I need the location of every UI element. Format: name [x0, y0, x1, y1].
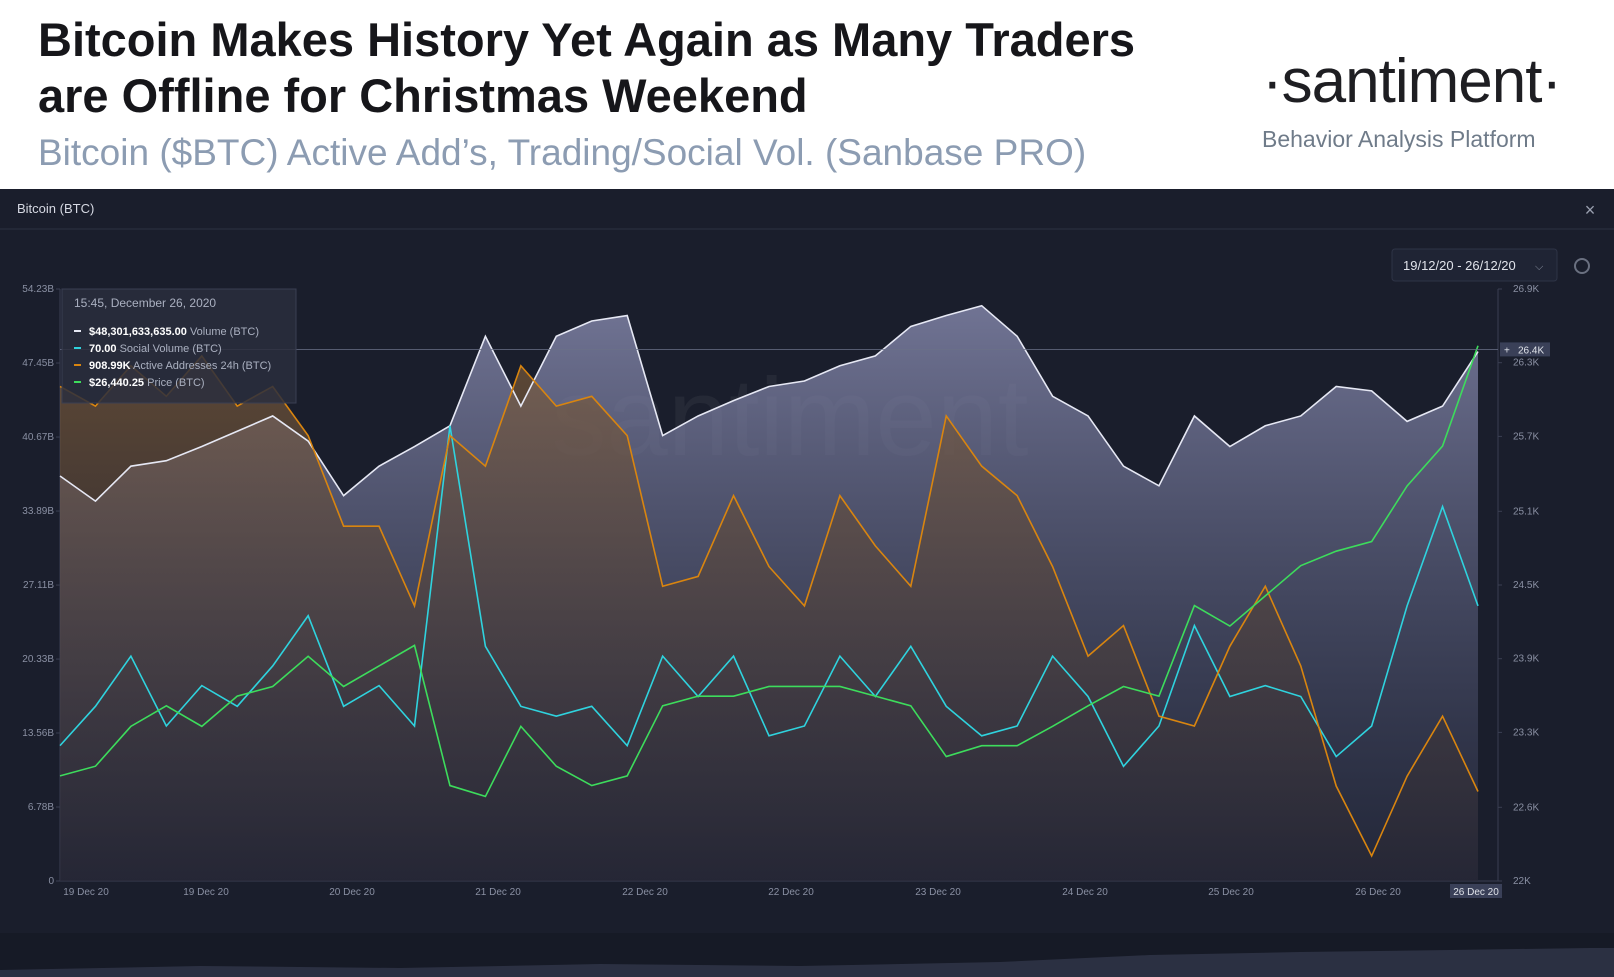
series-line [59, 345, 1479, 798]
y2-tick-label: 26.3K [1513, 358, 1539, 369]
price-marker-plus: + [1504, 345, 1510, 356]
tooltip-value: $26,440.25 [89, 377, 144, 389]
title-line: Bitcoin Makes History Yet Again as Many … [38, 13, 1136, 66]
tooltip-row: $48,301,633,635.00 Volume (BTC) [89, 326, 259, 338]
brand: ·santiment· [1262, 47, 1562, 116]
x-tick-label: 23 Dec 20 [915, 887, 961, 898]
series-line [59, 304, 1479, 503]
header: Bitcoin Makes History Yet Again as Many … [0, 0, 1614, 189]
series-line [59, 354, 1479, 858]
chart-panel: Bitcoin (BTC) × 19/12/20 - 26/12/20 ⌵ sa… [0, 189, 1614, 977]
y-tick-label: 47.45B [22, 358, 54, 369]
x-tick-label: 26 Dec 20 [1355, 887, 1401, 898]
price-marker-box [1500, 342, 1550, 357]
y2-tick-label: 22.6K [1513, 802, 1539, 813]
close-button[interactable]: × [1585, 200, 1596, 220]
y2-tick-label: 25.7K [1513, 431, 1539, 442]
y2-tick-label: 22K [1513, 876, 1531, 887]
y2-tick-label: 25.1K [1513, 506, 1539, 517]
navigator-area [0, 948, 1614, 977]
plot: 0 6.78B 13.56B 20.33B 27.11B 33.89B 40.67B 47.4… [22, 284, 1550, 898]
settings-icon[interactable] [1574, 258, 1590, 274]
tooltip-row: 908.99K Active Addresses 24h (BTC) [89, 360, 271, 372]
y-tick-label: 27.11B [23, 580, 54, 591]
y-tick-label: 33.89B [22, 506, 54, 517]
y-tick-label: 20.33B [22, 654, 54, 665]
tooltip-value: $48,301,633,635.00 [89, 326, 187, 338]
x-tick-label: 25 Dec 20 [1208, 887, 1254, 898]
panel-title: Bitcoin (BTC) [17, 201, 94, 216]
tooltip-row: 70.00 Social Volume (BTC) [89, 343, 222, 355]
x-tick-label: 24 Dec 20 [1062, 887, 1108, 898]
subtitle: Bitcoin ($BTC) Active Add’s, Trading/Soc… [38, 132, 1087, 173]
date-range: 19/12/20 - 26/12/20 [1403, 258, 1516, 273]
x-tick-label: 19 Dec 20 [183, 887, 229, 898]
y-tick-label: 6.78B [28, 802, 54, 813]
tagline: Behavior Analysis Platform [1262, 126, 1536, 152]
date-range-box[interactable] [1391, 248, 1558, 282]
x-tick-label: 22 Dec 20 [768, 887, 814, 898]
tooltip-row: $26,440.25 Price (BTC) [89, 377, 205, 389]
tooltip-label: Social Volume (BTC) [120, 343, 222, 355]
y2-tick-label: 26.9K [1513, 284, 1539, 295]
y-tick-label: 13.56B [22, 728, 54, 739]
series-line [59, 425, 1479, 768]
series-area [60, 355, 1478, 881]
tooltip-time: 15:45, December 26, 2020 [74, 296, 216, 310]
tooltip-label: Price (BTC) [147, 377, 204, 389]
x-tick-label: 20 Dec 20 [329, 887, 375, 898]
tooltip: 15:45, December 26, 2020 $48,301,633,635… [61, 288, 297, 404]
y2-tick-label: 24.5K [1513, 580, 1539, 591]
y-tick-label: 0 [48, 876, 54, 887]
y2-tick-label: 23.3K [1513, 727, 1539, 738]
tooltip-value: 908.99K [89, 360, 131, 372]
price-marker-label: 26.4K [1518, 345, 1544, 356]
x-label-highlight [1450, 884, 1502, 898]
tooltip-label: Active Addresses 24h (BTC) [133, 360, 271, 372]
title-line: are Offline for Christmas Weekend [38, 69, 808, 122]
x-tick-label: 19 Dec 20 [63, 887, 109, 898]
y-tick-label: 40.67B [22, 432, 54, 443]
x-tick-label: 21 Dec 20 [475, 887, 521, 898]
x-tick-label: 22 Dec 20 [622, 887, 668, 898]
y2-tick-label: 23.9K [1513, 654, 1539, 665]
dropdown-caret: ⌵ [1535, 261, 1544, 273]
tooltip-label: Volume (BTC) [190, 326, 259, 338]
x-tick-label: 26 Dec 20 [1453, 887, 1499, 898]
y-tick-label: 54.23B [22, 284, 54, 295]
tooltip-value: 70.00 [89, 343, 117, 355]
tooltip-bg [61, 288, 297, 404]
